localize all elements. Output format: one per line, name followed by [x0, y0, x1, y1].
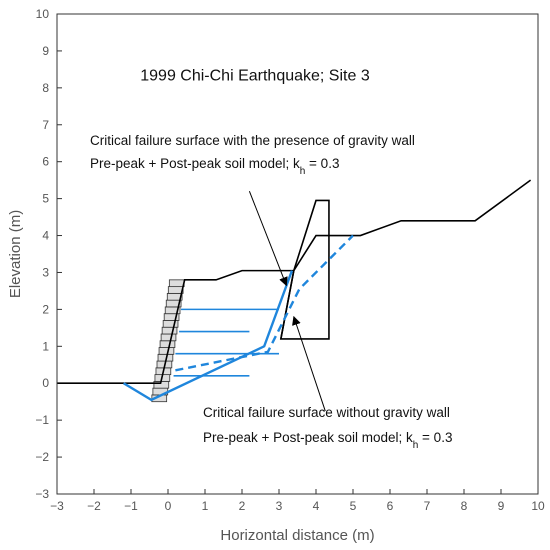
x-tick-label: 8: [461, 499, 468, 513]
annotation-line2: Pre-peak + Post-peak soil model; kh = 0.…: [203, 430, 452, 451]
annotations-layer: Critical failure surface with the presen…: [90, 133, 452, 451]
x-tick-label: 9: [498, 499, 505, 513]
x-tick-label: 2: [239, 499, 246, 513]
y-tick-label: −2: [35, 450, 49, 464]
y-tick-label: 0: [42, 376, 49, 390]
lines-layer: [57, 179, 532, 402]
x-tick-label: 5: [350, 499, 357, 513]
y-tick-label: 5: [42, 192, 49, 206]
x-tick-label: 1: [202, 499, 209, 513]
chart-title: 1999 Chi-Chi Earthquake; Site 3: [140, 67, 370, 84]
x-tick-label: −2: [87, 499, 101, 513]
gravity-wall-face: [280, 270, 295, 340]
y-tick-label: 3: [42, 265, 49, 279]
y-tick-label: 9: [42, 44, 49, 58]
annotation-line1: Critical failure surface without gravity…: [203, 405, 450, 420]
ground-profile-line: [57, 179, 532, 385]
wall-block: [160, 333, 177, 342]
y-tick-label: 1: [42, 339, 49, 353]
failure-surface-without-wall: [175, 234, 354, 372]
wall-block: [161, 326, 178, 335]
x-tick-label: 7: [424, 499, 431, 513]
wall-block: [158, 347, 175, 355]
x-tick-label: 0: [165, 499, 172, 513]
y-tick-label: 6: [42, 155, 49, 169]
x-tick-label: 4: [313, 499, 320, 513]
failure-surface-with-wall: [122, 270, 294, 402]
y-tick-label: −3: [35, 487, 49, 501]
y-tick-label: −1: [35, 413, 49, 427]
y-tick-label: 7: [42, 118, 49, 132]
annotation-arrow: [292, 315, 326, 412]
annotation-line2: Pre-peak + Post-peak soil model; kh = 0.…: [90, 156, 339, 177]
y-axis-label: Elevation (m): [7, 210, 24, 298]
y-tick-label: 8: [42, 81, 49, 95]
wall-block: [159, 340, 176, 348]
x-tick-label: −3: [50, 499, 64, 513]
y-tick-label: 4: [42, 229, 49, 243]
x-tick-label: 6: [387, 499, 394, 513]
annotation-arrow: [248, 191, 288, 287]
plot-area: [56, 13, 539, 495]
x-axis-label: Horizontal distance (m): [220, 527, 374, 544]
x-tick-label: −1: [124, 499, 138, 513]
axis-ticks: −3 −2 −1 0 1 2 3 4 5 6 7 8 9 10 −3 −2 −1 0 1 2 3 4 5 6 7 8 9 10: [35, 7, 545, 513]
x-tick-label: 3: [276, 499, 283, 513]
x-tick-label: 10: [531, 499, 545, 513]
y-tick-label: 10: [36, 7, 50, 21]
annotation-line1: Critical failure surface with the presen…: [90, 133, 415, 148]
gravity-wall-outline: [279, 199, 330, 340]
wall-block: [167, 286, 184, 294]
wall-block: [168, 279, 185, 288]
y-tick-label: 2: [42, 302, 49, 316]
walls-layer: [151, 199, 330, 403]
